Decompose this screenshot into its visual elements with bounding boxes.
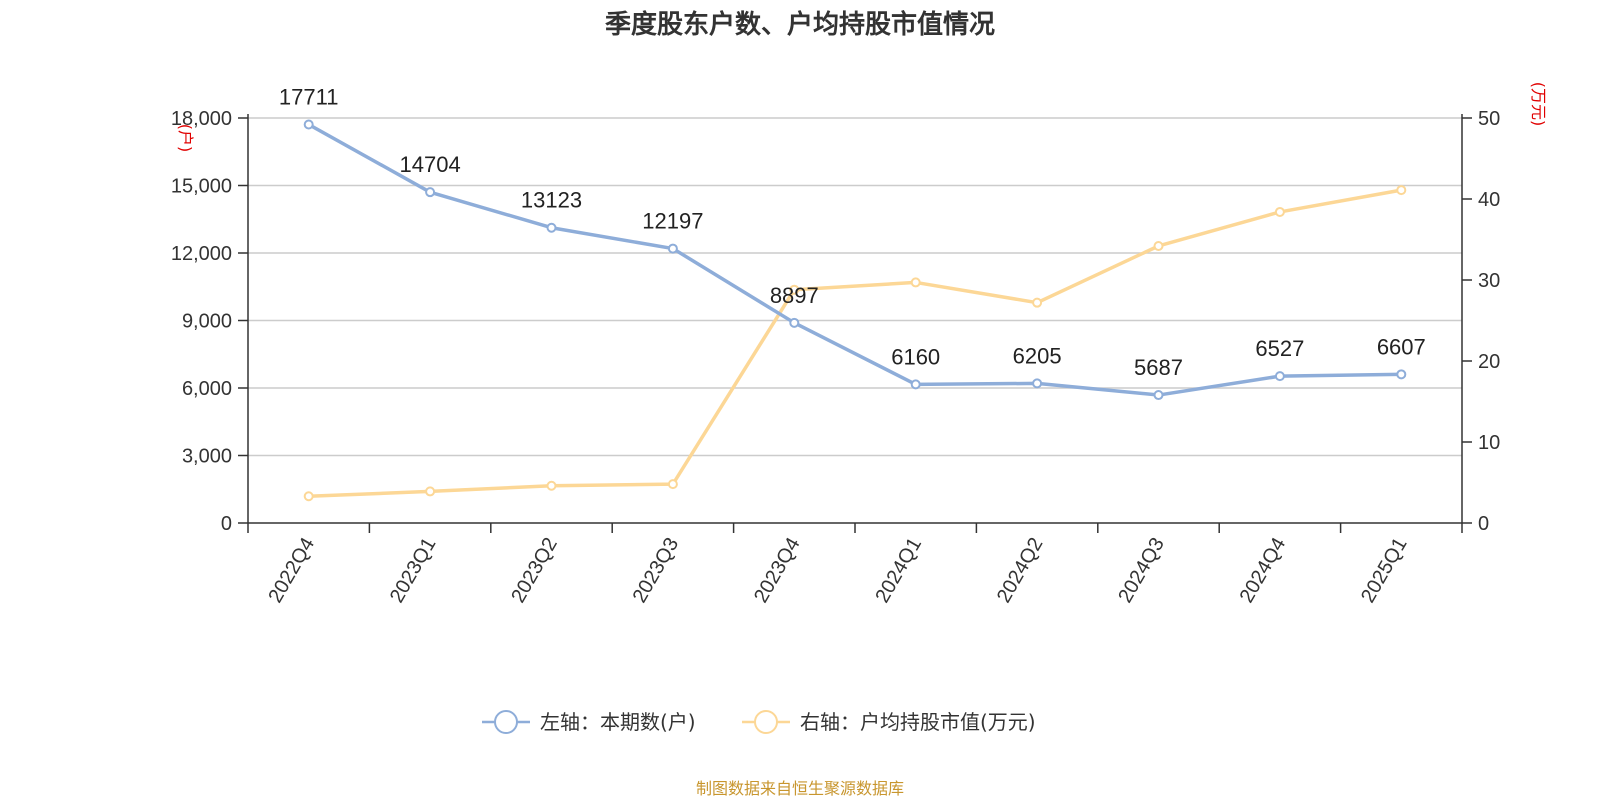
series-right-avg-holding-value [303,185,1407,502]
data-label: 6607 [1377,334,1426,359]
data-labels: 17711 14704 13123 12197 8897 6160 6205 5687 6527… [279,85,1426,381]
chart-title: 季度股东户数、户均持股市值情况 [604,9,995,39]
legend-item-left[interactable]: 左轴：本期数(户) [482,710,696,734]
avg-holding-value-line [306,188,1404,499]
left-tick-label: 3,000 [182,446,232,468]
shareholder-count-point [546,222,557,233]
left-tick-label: 15,000 [171,176,232,198]
avg-holding-value-point [789,284,800,295]
legend-swatch-marker [494,710,518,734]
avg-holding-value-point [303,491,314,502]
shareholder-count-point [1032,378,1043,389]
shareholder-count-point [1153,390,1164,401]
left-tick-label: 9,000 [182,311,232,333]
shareholder-count-point [1396,369,1407,380]
legend-label: 左轴：本期数(户) [540,710,696,734]
avg-holding-value-point [1274,206,1285,217]
avg-holding-value-point [667,479,678,490]
right-tick-label: 20 [1478,351,1500,373]
grid-lines [248,117,1462,457]
data-label: 8897 [770,283,819,308]
legend-swatch-marker [754,710,778,734]
shareholder-count-line [306,122,1404,397]
data-label: 6205 [1013,343,1062,368]
avg-holding-value-point [1396,185,1407,196]
data-label: 14704 [400,152,461,177]
left-axis-unit: (户) [176,124,195,153]
x-axis-ticks: 2022Q4 2023Q1 2023Q2 2023Q3 2023Q4 2024Q1 2024… [247,523,1463,607]
legend-label: 右轴：户均持股市值(万元) [800,710,1036,734]
x-tick-label: 2024Q1 [871,534,926,607]
left-axis-ticks: 0 3,000 6,000 9,000 12,000 15,000 18,000 [171,108,248,535]
right-tick-label: 40 [1478,189,1500,211]
x-tick-label: 2023Q3 [629,534,684,607]
shareholder-count-point [667,243,678,254]
source-note: 制图数据来自恒生聚源数据库 [695,781,904,798]
right-axis-unit: (万元) [1529,82,1548,127]
data-label: 13123 [521,188,582,213]
left-tick-label: 6,000 [182,378,232,400]
series-left-shareholder-count [303,119,1407,401]
avg-holding-value-point [1153,240,1164,251]
x-tick-label: 2023Q4 [750,534,805,607]
left-tick-label: 18,000 [171,108,232,130]
x-tick-label: 2023Q1 [386,534,441,607]
data-label: 12197 [642,209,703,234]
avg-holding-value-point [425,486,436,497]
right-axis-ticks: 0 10 20 30 40 50 [1462,108,1500,535]
shareholder-count-point [1274,371,1285,382]
legend[interactable]: 左轴：本期数(户) 右轴：户均持股市值(万元) [482,710,1036,734]
right-tick-label: 10 [1478,432,1500,454]
x-tick-label: 2025Q1 [1357,534,1412,607]
left-tick-label: 12,000 [171,243,232,265]
x-tick-label: 2024Q3 [1114,534,1169,607]
x-tick-label: 2024Q4 [1236,534,1291,607]
avg-holding-value-point [1032,297,1043,308]
avg-holding-value-point [910,277,921,288]
data-label: 5687 [1134,355,1183,380]
shareholder-count-point [910,379,921,390]
avg-holding-value-point [546,480,557,491]
x-tick-label: 2022Q4 [264,534,319,607]
right-tick-label: 50 [1478,108,1500,130]
data-label: 6160 [891,344,940,369]
legend-item-right[interactable]: 右轴：户均持股市值(万元) [742,710,1036,734]
right-tick-label: 30 [1478,270,1500,292]
shareholder-count-point [789,317,800,328]
shareholder-count-point [303,119,314,130]
x-tick-label: 2024Q2 [993,534,1048,607]
data-label: 6527 [1255,336,1304,361]
data-label: 17711 [279,85,339,110]
left-tick-label: 0 [221,513,232,535]
shareholder-count-point [425,187,436,198]
right-tick-label: 0 [1478,513,1489,535]
x-tick-label: 2023Q2 [507,534,562,607]
